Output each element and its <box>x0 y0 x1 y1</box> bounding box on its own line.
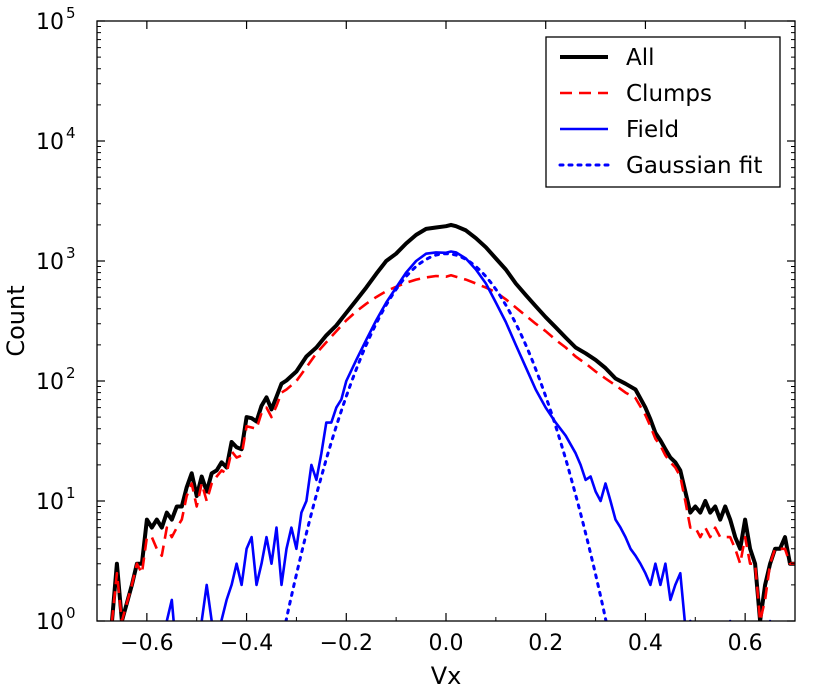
y-tick-label: 10 <box>36 250 64 275</box>
y-tick-label: 10 <box>36 130 64 155</box>
x-tick-label: 0.0 <box>429 631 464 656</box>
x-tick-label: 0.2 <box>528 631 563 656</box>
x-axis-title: Vx <box>431 662 462 689</box>
x-tick-label: −0.2 <box>320 631 373 656</box>
legend-box <box>545 36 781 188</box>
series-gaussian-fit-line <box>284 252 608 621</box>
legend-label: Field <box>626 117 679 143</box>
legend-label: Gaussian fit <box>626 153 762 179</box>
legend: All Clumps Field Gaussian fit <box>545 36 781 188</box>
y-tick-exponent: 2 <box>66 364 76 382</box>
y-tick-label: 10 <box>36 10 64 35</box>
x-tick-label: 0.4 <box>628 631 663 656</box>
y-tick-exponent: 5 <box>66 4 76 22</box>
y-tick-exponent: 4 <box>66 124 76 142</box>
legend-label: Clumps <box>626 81 712 107</box>
series-layer <box>109 222 795 621</box>
x-tick-label: −0.4 <box>220 631 273 656</box>
legend-label: All <box>626 45 655 71</box>
y-tick-exponent: 0 <box>66 604 76 622</box>
x-tick-label: 0.6 <box>728 631 763 656</box>
series-clumps-line <box>110 274 795 621</box>
series-field-line <box>165 250 772 621</box>
x-tick-label: −0.6 <box>120 631 173 656</box>
y-tick-exponent: 3 <box>66 244 76 262</box>
tick-layer: −0.6 −0.4 −0.2 0.0 0.2 0.4 0.610 010 110 210 310 41… <box>36 4 796 656</box>
series-all-line <box>109 222 795 621</box>
y-tick-label: 10 <box>36 370 64 395</box>
y-tick-label: 10 <box>36 490 64 515</box>
y-tick-exponent: 1 <box>66 484 76 502</box>
y-tick-label: 10 <box>36 610 64 635</box>
y-axis-title: Count <box>2 285 30 356</box>
